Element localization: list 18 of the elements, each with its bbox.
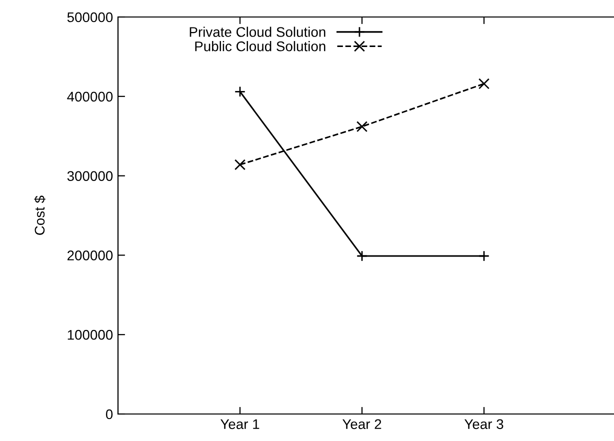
y-tick-label: 300000 [67, 171, 113, 181]
point [356, 121, 368, 132]
point [478, 250, 490, 262]
x-tick-label: Year 2 [342, 419, 382, 430]
x-tick-label: Year 3 [464, 419, 504, 430]
legend-label: Private Cloud Solution [190, 26, 326, 37]
legend-label: Public Cloud Solution [195, 41, 326, 52]
y-tick-label: 100000 [68, 330, 113, 340]
point [478, 78, 490, 90]
point [234, 86, 246, 98]
y-tick-label: 0 [106, 409, 113, 420]
y-tick-label: 500000 [67, 12, 113, 22]
point [356, 250, 368, 262]
point [234, 159, 246, 170]
y-axis-title: Cost $ [34, 196, 46, 235]
y-tick-label: 200000 [67, 250, 113, 260]
x-tick-label: Year 1 [220, 419, 260, 430]
y-tick-label: 400000 [67, 92, 113, 102]
